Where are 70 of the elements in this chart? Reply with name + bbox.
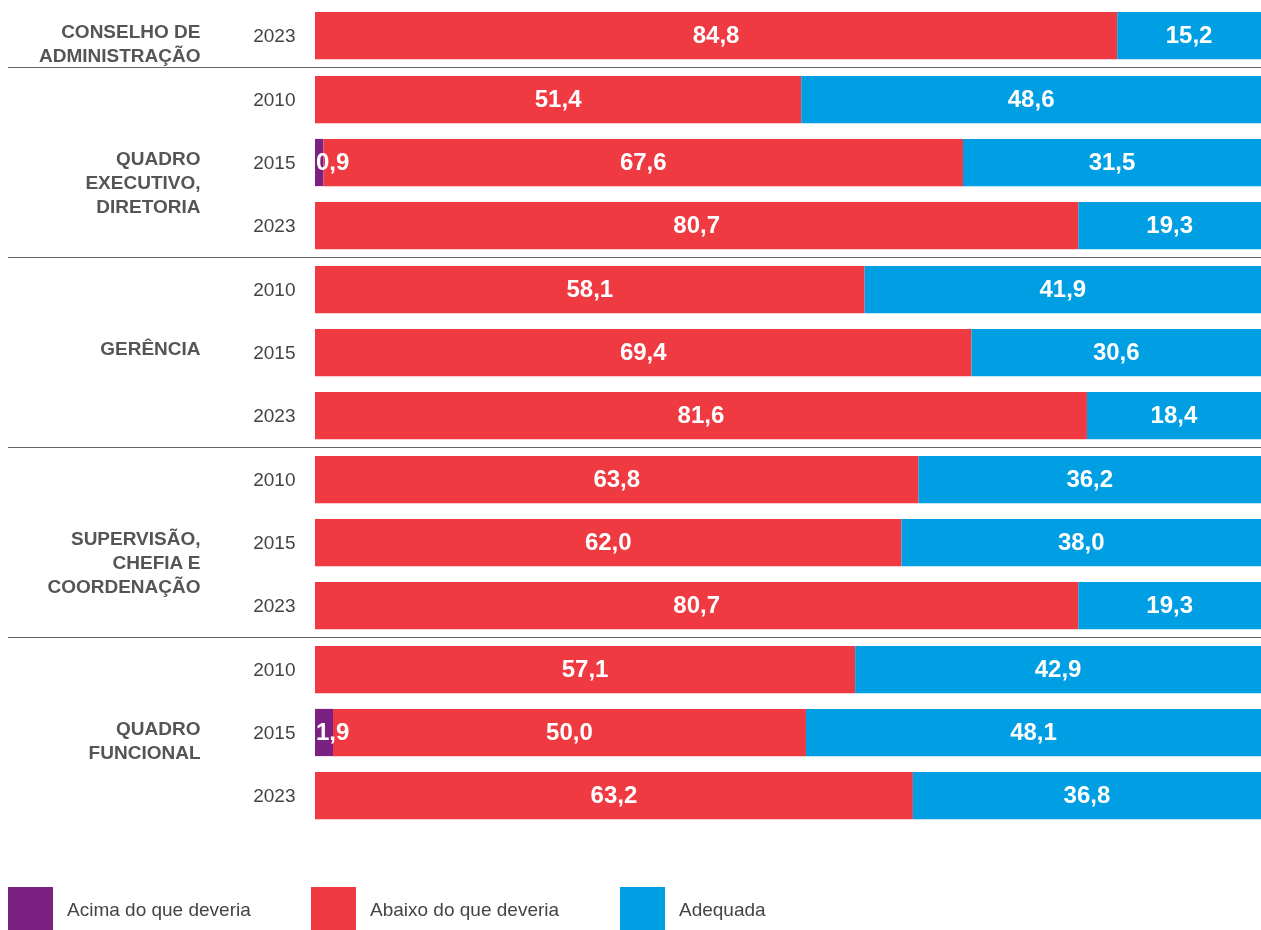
bar: [315, 391, 1087, 440]
bar: [1078, 581, 1261, 630]
data-label: 18,4: [1150, 400, 1198, 428]
data-label: 42,9: [1034, 654, 1082, 682]
data-label: 63,2: [590, 780, 638, 808]
bar: [315, 201, 1079, 250]
bar: [901, 518, 1261, 567]
data-label: 51,4: [534, 84, 583, 112]
data-label: 19,3: [1146, 590, 1194, 618]
bar: [1086, 391, 1261, 440]
data-label: 1,9: [316, 717, 350, 745]
y-tick-label: 2010: [253, 278, 296, 300]
y-tick-label: 2015: [253, 721, 296, 743]
y-tick-label: 2023: [253, 214, 296, 236]
data-label: 31,5: [1088, 147, 1136, 175]
bar: [315, 328, 972, 377]
bar: [801, 75, 1261, 124]
bar: [315, 455, 919, 504]
y-tick-label: 2023: [253, 404, 296, 426]
y-tick-label: 2010: [253, 468, 296, 490]
data-label: 30,6: [1092, 337, 1140, 365]
y-tick-label: 2015: [253, 341, 296, 363]
data-label: 36,8: [1063, 780, 1111, 808]
data-label: 19,3: [1146, 210, 1194, 238]
legend-label: Acima do que deveria: [67, 898, 252, 920]
data-label: 80,7: [673, 210, 721, 238]
y-tick-label: 2023: [253, 594, 296, 616]
y-axis-title: GERÊNCIA: [100, 338, 201, 359]
data-label: 69,4: [619, 337, 668, 365]
data-label: 62,0: [584, 527, 632, 555]
legend-label: Abaixo do que deveria: [370, 898, 560, 920]
data-label: 57,1: [561, 654, 609, 682]
data-label: 41,9: [1039, 274, 1087, 302]
data-label: 50,0: [546, 717, 593, 745]
y-axis-title: CONSELHO DE ADMINISTRAÇÃO: [39, 21, 201, 66]
y-tick-label: 2023: [253, 24, 296, 46]
y-axis-title: SUPERVISÃO, CHEFIA E COORDENAÇÃO: [47, 528, 201, 597]
y-axis-title: QUADRO FUNCIONAL: [88, 718, 201, 763]
bar: [855, 645, 1261, 694]
bar: [1078, 201, 1261, 250]
data-label: 80,7: [673, 590, 721, 618]
bar: [315, 265, 865, 314]
y-axis-title: QUADRO EXECUTIVO, DIRETORIA: [85, 148, 201, 217]
data-label: 58,1: [566, 274, 614, 302]
data-label: 63,8: [593, 464, 641, 492]
data-label: 38,0: [1057, 527, 1105, 555]
bar: [315, 75, 802, 124]
y-tick-label: 2010: [253, 658, 296, 680]
y-tick-label: 2015: [253, 531, 296, 553]
data-label: 67,6: [619, 147, 667, 175]
bar: [918, 455, 1261, 504]
y-tick-label: 2023: [253, 784, 296, 806]
bar: [315, 581, 1079, 630]
data-label: 81,6: [677, 400, 725, 428]
bar: [805, 708, 1261, 757]
y-tick-label: 2015: [253, 151, 296, 173]
data-label: 15,2: [1165, 20, 1213, 48]
data-label: 84,8: [692, 20, 740, 48]
legend-label: Adequada: [679, 898, 767, 920]
data-label: 36,2: [1066, 464, 1114, 492]
data-label: 48,6: [1007, 84, 1055, 112]
bar: [912, 771, 1261, 820]
bar: [315, 771, 913, 820]
y-tick-label: 2010: [253, 88, 296, 110]
bar: [963, 138, 1261, 187]
bar: [315, 518, 902, 567]
data-label: 48,1: [1010, 717, 1057, 745]
bar: [971, 328, 1261, 377]
bar: [864, 265, 1261, 314]
bar: [315, 645, 856, 694]
